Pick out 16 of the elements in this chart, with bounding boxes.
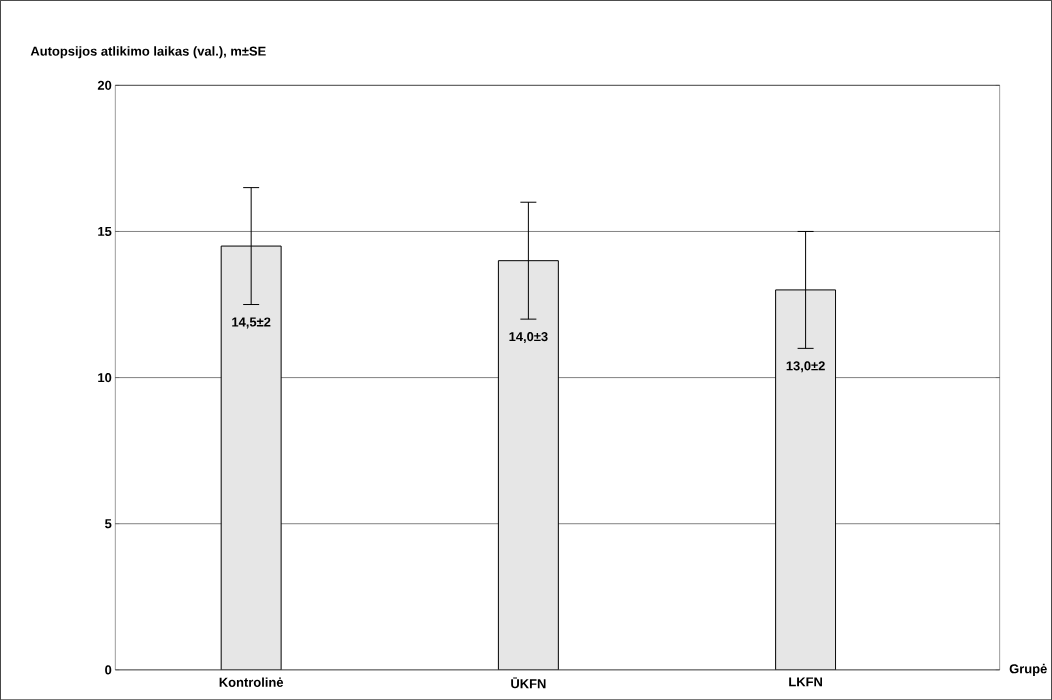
data-label: 14,5±2: [232, 317, 271, 329]
x-tick-label: Kontrolinė: [219, 677, 284, 687]
data-label: 14,0±3: [509, 331, 548, 343]
y-tick-label: 0: [105, 665, 112, 675]
x-tick-label: ŪKFN: [511, 677, 546, 689]
y-tick-label: 20: [97, 80, 112, 90]
x-axis-title: Grupė: [1009, 663, 1047, 676]
x-tick-label: LKFN: [789, 677, 822, 687]
y-tick-label: 5: [105, 519, 112, 529]
bar: [220, 245, 282, 670]
y-tick-label: 10: [98, 372, 112, 383]
y-axis-title: Autopsijos atlikimo laikas (val.), m±SE: [30, 46, 266, 59]
y-tick-label: 15: [98, 226, 112, 236]
bar: [497, 260, 559, 670]
bar: [775, 289, 837, 670]
data-label: 13,0±2: [786, 361, 825, 373]
